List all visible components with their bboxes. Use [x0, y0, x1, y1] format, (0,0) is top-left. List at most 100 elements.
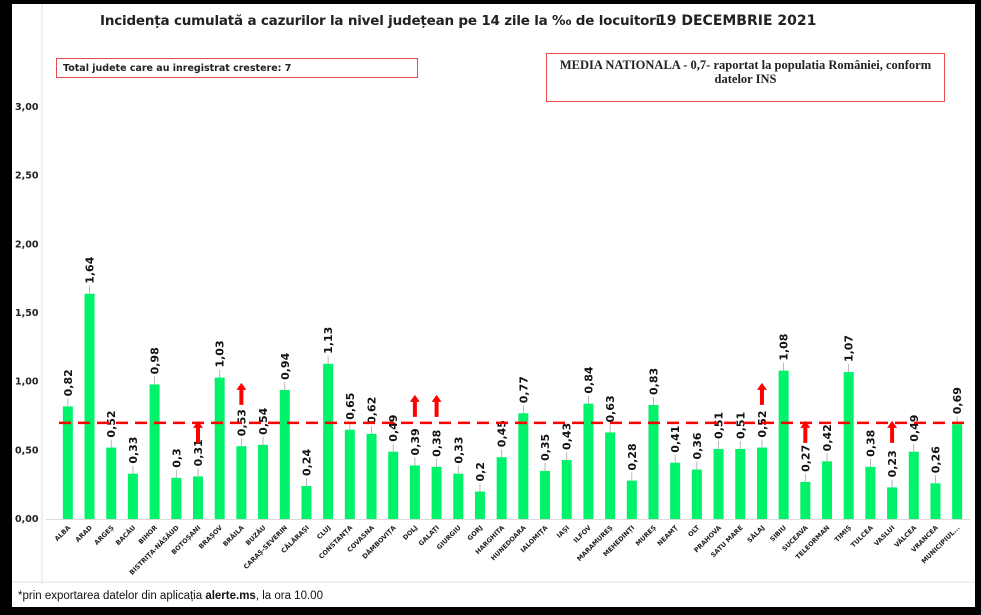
data-label: 0,82: [62, 369, 75, 396]
bar: [518, 413, 529, 519]
x-tick-label: BRAȘOV: [197, 524, 224, 551]
bar: [366, 433, 377, 519]
bar: [908, 451, 919, 519]
x-tick-label: MUNICIPIUL...: [920, 524, 962, 566]
data-label: 0,84: [582, 366, 595, 393]
y-axis: 0,00 0,50 1,00 1,50 2,00 2,50 3,00: [15, 102, 970, 525]
data-label: 0,62: [366, 397, 379, 424]
bar: [192, 476, 203, 519]
data-label: 0,3: [170, 448, 183, 468]
chart-date: 19 DECEMBRIE 2021: [657, 13, 817, 29]
data-label: 0,2: [474, 462, 487, 482]
data-label: 0,43: [561, 423, 574, 450]
data-label: 0,51: [713, 412, 726, 439]
data-label: 0,77: [517, 376, 530, 403]
increase-arrow-icon: [800, 420, 811, 443]
data-label: 1,07: [843, 335, 856, 362]
y-tick-label: 0,50: [15, 445, 39, 456]
data-label: 0,98: [149, 347, 162, 374]
bar: [561, 459, 572, 519]
data-label: 0,94: [279, 352, 292, 379]
x-tick-label: GORJ: [466, 524, 485, 543]
y-tick-label: 1,50: [15, 308, 39, 319]
bar: [171, 477, 182, 519]
data-label: 0,33: [452, 437, 465, 464]
data-label: 0,41: [669, 426, 682, 453]
bar-chart: 0,00 0,50 1,00 1,50 2,00 2,50 3,00 0,82 1,64 0,5…: [12, 4, 975, 584]
data-label: 0,23: [886, 450, 899, 477]
x-tick-label: BRĂILA: [221, 523, 246, 548]
data-label: 0,38: [431, 430, 444, 457]
data-label: 0,51: [734, 412, 747, 439]
increase-arrow-icon: [236, 382, 247, 405]
bar: [106, 447, 117, 519]
data-label: 0,39: [409, 428, 422, 455]
x-tick-label: TULCEA: [849, 524, 875, 550]
bar: [474, 491, 485, 519]
data-label: 0,42: [821, 424, 834, 451]
bar: [713, 448, 724, 519]
bar: [930, 483, 941, 519]
bar: [258, 444, 269, 519]
bar: [843, 372, 854, 519]
x-tick-label: CLUJ: [315, 524, 332, 541]
bar: [626, 480, 637, 519]
increase-count-box: Total judete care au inregistrat crester…: [56, 58, 418, 78]
bar: [865, 466, 876, 519]
bar: [127, 473, 138, 519]
bar: [605, 432, 616, 519]
national-average-line1: MEDIA NATIONALA - 0,7- raportat la popul…: [559, 58, 932, 72]
y-tick-label: 3,00: [15, 102, 39, 113]
increase-arrow-icon: [756, 382, 767, 405]
bar: [344, 429, 355, 519]
y-tick-label: 2,00: [15, 239, 39, 250]
x-tick-label: ARGEȘ: [93, 524, 116, 547]
x-tick-label: MUREȘ: [634, 524, 658, 548]
bar: [453, 473, 464, 519]
bar: [431, 466, 442, 519]
chart-frame: Incidența cumulată a cazurilor la nivel …: [12, 4, 975, 607]
data-labels: 0,821,640,520,330,980,3 0,311,030,53 0,540…: [62, 256, 964, 492]
x-tick-label: TIMIȘ: [833, 524, 853, 544]
data-label: 1,64: [84, 256, 97, 283]
bar: [822, 461, 833, 519]
data-label: 0,31: [192, 439, 205, 466]
increase-arrow-icon: [192, 420, 203, 443]
data-label: 0,24: [300, 449, 313, 476]
increase-arrow-icon: [409, 394, 420, 417]
increase-arrows: [192, 382, 898, 443]
bar: [84, 293, 95, 519]
data-label: 0,52: [105, 410, 118, 437]
x-tick-label: OLT: [686, 523, 701, 538]
data-label: 0,63: [604, 395, 617, 422]
x-tick-label: ILFOV: [572, 524, 593, 545]
x-tick-label: ARAD: [74, 523, 95, 544]
chart-title: Incidența cumulată a cazurilor la nivel …: [100, 13, 661, 29]
bar: [409, 465, 420, 519]
x-tick-label: DOLJ: [401, 524, 419, 542]
data-label: 0,49: [387, 415, 400, 442]
bar: [691, 469, 702, 519]
bar: [540, 470, 551, 519]
national-average-line2: datelor INS: [714, 72, 777, 86]
x-tick-label: ALBA: [53, 524, 72, 543]
data-label: 0,83: [647, 368, 660, 395]
bar: [62, 406, 73, 519]
data-label: 0,38: [864, 430, 877, 457]
x-tick-label: SĂLAJ: [745, 523, 766, 544]
footnote: *prin exportarea datelor din aplicația a…: [18, 590, 323, 602]
x-tick-label: BACĂU: [113, 523, 137, 547]
bar: [496, 457, 507, 519]
data-label: 0,33: [127, 437, 140, 464]
bar: [214, 377, 225, 519]
bar: [236, 446, 247, 519]
x-tick-label: NEAMȚ: [656, 523, 681, 548]
data-label: 0,36: [691, 432, 704, 459]
bar: [323, 363, 334, 519]
national-average-box: MEDIA NATIONALA - 0,7- raportat la popul…: [546, 53, 945, 102]
data-label: 0,35: [539, 434, 552, 461]
increase-arrow-icon: [431, 394, 442, 417]
data-label: 0,54: [257, 407, 270, 434]
bar: [756, 447, 767, 519]
